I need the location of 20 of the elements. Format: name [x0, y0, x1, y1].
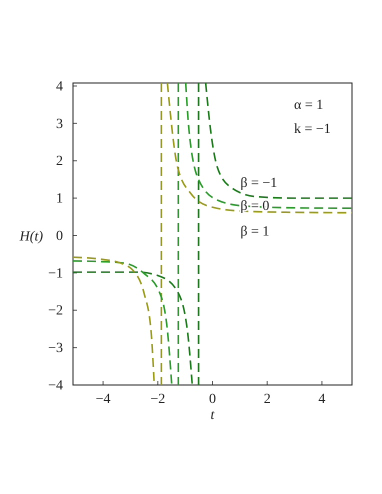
- series-label: β = −1: [240, 176, 278, 192]
- y-axis-title: H(t): [18, 229, 44, 244]
- x-axis-title: t: [210, 408, 216, 423]
- x-tick-label: −4: [96, 392, 111, 407]
- y-tick-label: −4: [48, 378, 63, 394]
- y-tick-label: 0: [56, 228, 63, 244]
- y-tick-label: 4: [56, 79, 63, 94]
- annotation: k = −1: [294, 122, 331, 137]
- y-tick-label: −3: [48, 341, 63, 356]
- y-tick-label: 2: [56, 154, 63, 170]
- x-tick-label: 2: [264, 392, 271, 407]
- x-tick-label: 4: [318, 392, 326, 407]
- y-tick-label: −2: [48, 304, 63, 319]
- series-label: β = 1: [240, 224, 270, 240]
- y-tick-label: 3: [56, 116, 63, 132]
- y-tick-label: −1: [48, 266, 63, 282]
- annotation: α = 1: [294, 98, 324, 113]
- x-tick-label: 0: [209, 392, 216, 407]
- y-tick-label: 1: [56, 192, 63, 207]
- x-tick-label: −2: [150, 392, 166, 407]
